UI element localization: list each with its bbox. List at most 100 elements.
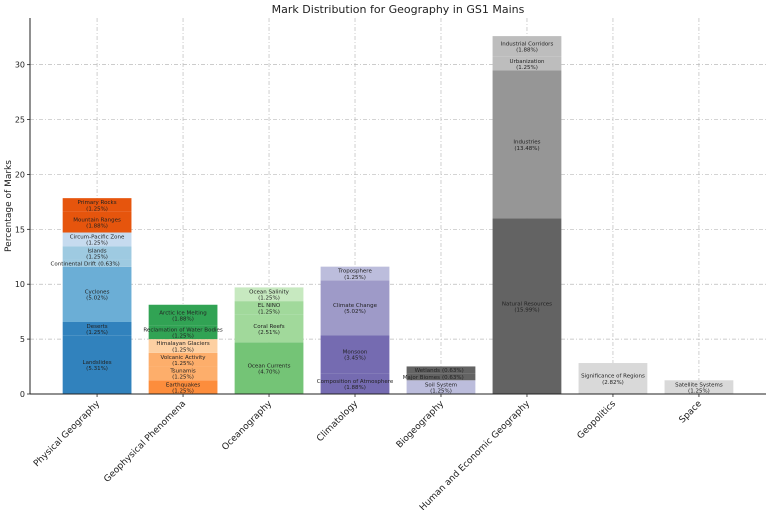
segment-value-label: (0.63%) — [442, 368, 464, 374]
segment-value-label: (1.25%) — [430, 388, 452, 394]
bar-segment — [62, 246, 132, 260]
y-tick-label: 20 — [15, 170, 25, 179]
segment-value-label: (1.25%) — [86, 241, 108, 247]
segment-label: Troposphere — [337, 269, 372, 275]
bar-segment — [62, 259, 132, 267]
segment-value-label: (1.25%) — [172, 347, 194, 353]
bar-segment — [664, 380, 734, 394]
segment-label: EL NINO — [258, 303, 281, 309]
segment-value-label: (1.25%) — [86, 254, 108, 260]
segment-value-label: (13.48%) — [514, 146, 539, 152]
segment-label: Ocean Salinity — [249, 289, 289, 295]
x-tick-label: Geopolitics — [576, 399, 619, 442]
segment-value-label: (0.63%) — [98, 261, 120, 267]
bar-segment — [320, 280, 390, 336]
segment-label: Urbanization — [509, 59, 544, 65]
bar-segment — [320, 335, 390, 374]
bar-segment — [148, 380, 218, 394]
segment-value-label: (5.31%) — [86, 366, 108, 372]
x-tick-label: Climatology — [315, 399, 360, 444]
segment-value-label: (15.99%) — [514, 308, 539, 314]
bar-segment — [406, 366, 476, 374]
bar-segment — [62, 198, 132, 212]
segment-value-label: (5.02%) — [86, 296, 108, 302]
bar-segment — [234, 342, 304, 394]
y-tick-label: 15 — [15, 225, 25, 234]
segment-label: Significance of Regions — [581, 374, 645, 380]
bar-segment — [62, 266, 132, 322]
bar-segment — [406, 380, 476, 394]
bar-segment — [578, 363, 648, 394]
segment-value-label: (1.25%) — [172, 361, 194, 367]
x-tick-label: Biogeography — [395, 399, 447, 451]
segment-label: Primary Rocks — [78, 200, 117, 206]
y-axis-label: Percentage of Marks — [4, 160, 14, 252]
y-tick-label: 25 — [15, 116, 25, 125]
segment-label: Deserts — [86, 324, 107, 330]
segment-label: Cyclones — [85, 290, 110, 296]
segment-label: Himalayan Glaciers — [156, 341, 210, 347]
segment-value-label: (1.25%) — [86, 330, 108, 336]
segment-value-label: (2.51%) — [258, 330, 280, 336]
segment-value-label: (5.02%) — [344, 309, 366, 315]
segment-label: Composition of Atmosphere — [317, 379, 394, 385]
segment-label: Wetlands — [415, 368, 441, 374]
segment-value-label: (1.25%) — [172, 334, 194, 340]
segment-label: Tsunamis — [169, 369, 196, 375]
bar-segment — [148, 366, 218, 381]
bar-segment — [62, 335, 132, 394]
segment-label: Industrial Corridors — [501, 42, 554, 48]
segment-value-label: (1.25%) — [688, 388, 710, 394]
bar-segment — [234, 301, 304, 315]
y-tick-label: 10 — [15, 280, 25, 289]
segment-label: Landslides — [83, 360, 112, 366]
bar-segment — [148, 304, 218, 326]
bar-segment — [148, 352, 218, 367]
bar-segment — [320, 373, 390, 394]
segment-label: Ocean Currents — [248, 363, 291, 369]
segment-value-label: (1.25%) — [344, 275, 366, 281]
segment-value-label: (1.88%) — [344, 385, 366, 391]
segment-value-label: (0.63%) — [442, 375, 464, 381]
bar-segment — [492, 218, 562, 394]
bar-segment — [492, 70, 562, 219]
y-tick-label: 5 — [20, 335, 25, 344]
bar-segment — [148, 339, 218, 353]
segment-value-label: (1.25%) — [258, 296, 280, 302]
segment-label: Monsoon — [343, 350, 368, 356]
segment-value-label: (1.88%) — [516, 48, 538, 54]
bar-segment — [320, 266, 390, 281]
segment-value-label: (1.25%) — [86, 206, 108, 212]
y-tick-label: 30 — [15, 61, 25, 70]
bar-segment — [234, 287, 304, 302]
x-tick-label: Oceanography — [220, 399, 274, 453]
segment-label: Arctic Ice Melting — [159, 310, 206, 316]
y-tick-label: 0 — [20, 390, 25, 399]
segment-label: Islands — [87, 248, 106, 254]
segment-label: Coral Reefs — [253, 324, 284, 330]
segment-label: Earthquakes — [166, 382, 200, 388]
segment-value-label: (1.88%) — [172, 316, 194, 322]
x-tick-label: Physical Geography — [32, 399, 103, 470]
segment-value-label: (3.45%) — [344, 356, 366, 362]
segment-label: Natural Resources — [502, 301, 552, 307]
bar-segment — [62, 321, 132, 336]
segment-label: Satellite Systems — [675, 382, 723, 388]
segment-value-label: (2.82%) — [602, 380, 624, 386]
segment-value-label: (1.88%) — [86, 223, 108, 229]
segment-label: Soil System — [425, 382, 457, 388]
bar-segment — [62, 232, 132, 247]
segment-value-label: (4.70%) — [258, 370, 280, 376]
bar-segment — [62, 211, 132, 233]
segment-label: Climate Change — [333, 303, 378, 309]
segment-value-label: (1.25%) — [172, 375, 194, 381]
bar-segment — [492, 56, 562, 71]
bar-segment — [234, 314, 304, 343]
bar-segment — [492, 36, 562, 57]
segment-value-label: (1.25%) — [172, 388, 194, 394]
segment-label: Industries — [513, 140, 540, 146]
segment-label: Continental Drift — [51, 261, 97, 267]
chart-title: Mark Distribution for Geography in GS1 M… — [272, 3, 525, 16]
segment-value-label: (1.25%) — [516, 65, 538, 71]
